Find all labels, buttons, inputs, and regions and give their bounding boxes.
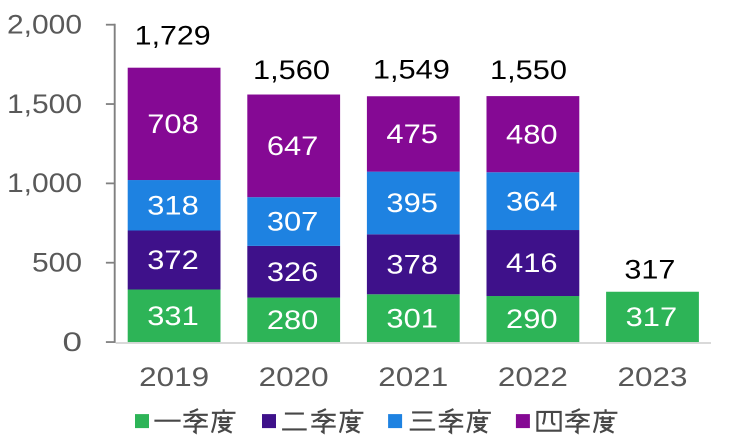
svg-text:317: 317 bbox=[624, 255, 675, 285]
svg-text:2022: 2022 bbox=[498, 362, 568, 392]
svg-text:2021: 2021 bbox=[378, 362, 448, 392]
svg-text:647: 647 bbox=[267, 131, 319, 161]
svg-text:2020: 2020 bbox=[259, 362, 329, 392]
svg-text:416: 416 bbox=[506, 248, 558, 278]
svg-text:2019: 2019 bbox=[139, 362, 209, 392]
svg-text:395: 395 bbox=[386, 188, 438, 218]
svg-text:307: 307 bbox=[267, 207, 319, 237]
svg-text:1,000: 1,000 bbox=[7, 168, 82, 198]
svg-text:331: 331 bbox=[147, 301, 199, 331]
svg-text:2,000: 2,000 bbox=[7, 10, 82, 40]
svg-text:480: 480 bbox=[506, 119, 558, 149]
svg-text:326: 326 bbox=[267, 257, 319, 287]
svg-text:1,550: 1,550 bbox=[490, 55, 567, 85]
svg-text:301: 301 bbox=[386, 303, 438, 333]
svg-text:372: 372 bbox=[147, 245, 199, 275]
svg-text:475: 475 bbox=[386, 119, 438, 149]
svg-text:364: 364 bbox=[506, 186, 558, 216]
svg-text:1,560: 1,560 bbox=[253, 55, 330, 85]
svg-text:2023: 2023 bbox=[618, 362, 688, 392]
svg-text:290: 290 bbox=[506, 304, 558, 334]
svg-text:378: 378 bbox=[386, 250, 438, 280]
svg-text:1,549: 1,549 bbox=[373, 55, 450, 85]
svg-text:1,729: 1,729 bbox=[135, 21, 211, 51]
svg-text:500: 500 bbox=[32, 248, 82, 278]
svg-text:318: 318 bbox=[147, 191, 199, 221]
svg-text:317: 317 bbox=[626, 302, 678, 332]
svg-text:0: 0 bbox=[63, 327, 83, 357]
svg-text:280: 280 bbox=[267, 305, 319, 335]
svg-text:1,500: 1,500 bbox=[7, 89, 82, 119]
svg-text:708: 708 bbox=[147, 109, 199, 139]
